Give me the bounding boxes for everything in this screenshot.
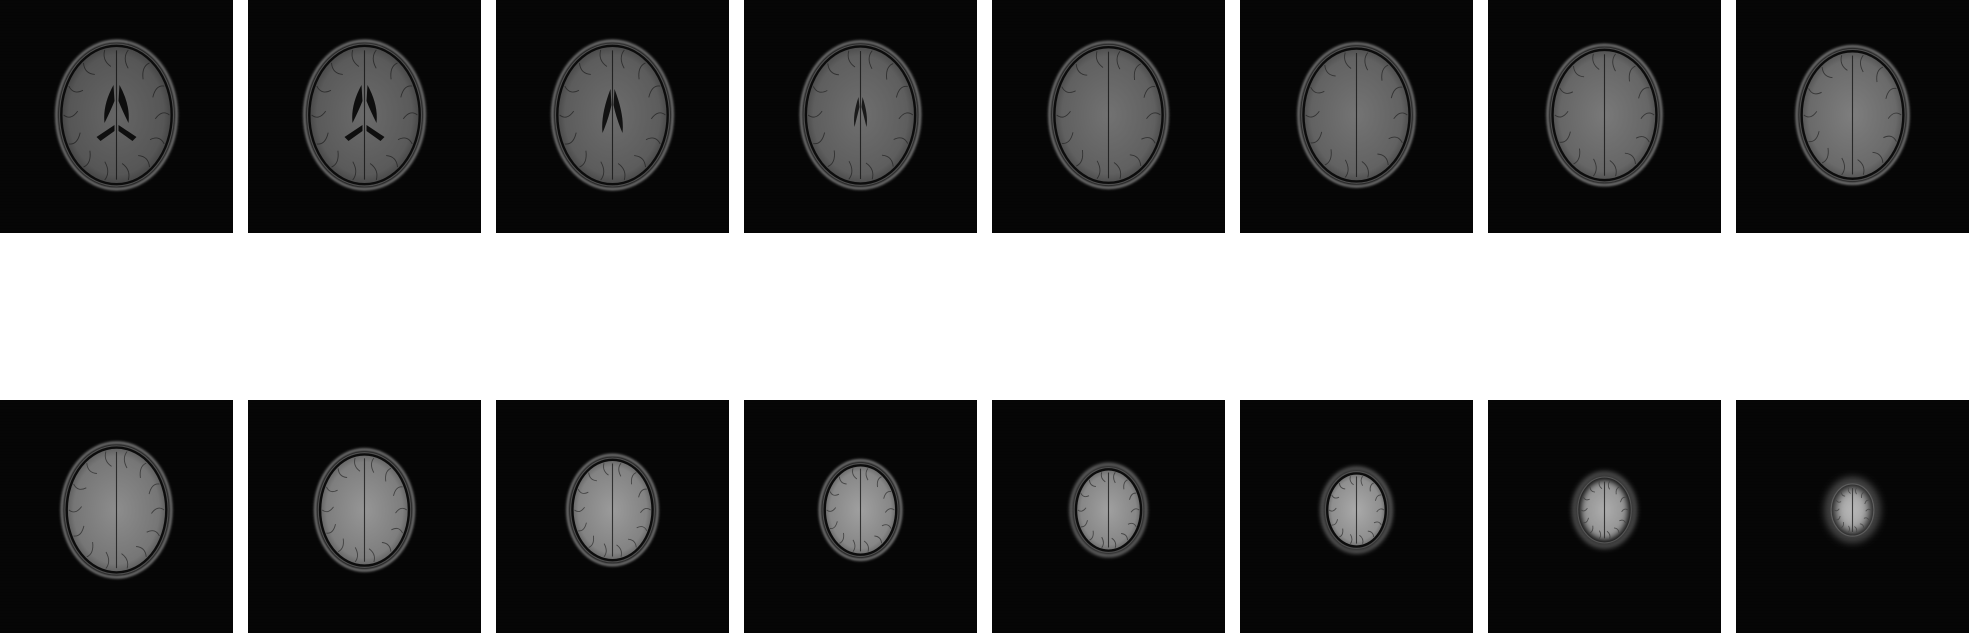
mri-slice-image: [1488, 1, 1721, 231]
mri-slice-image: [744, 1, 977, 231]
brain-slice: [55, 39, 178, 191]
mri-slice-image: [744, 401, 977, 631]
mri-slice-image: [1736, 401, 1969, 631]
mri-slice-tile[interactable]: [496, 0, 729, 233]
brain-slice: [314, 448, 415, 572]
mri-slice-image: [1240, 1, 1473, 231]
mri-slice-tile[interactable]: [1736, 0, 1969, 233]
mri-slice-tile[interactable]: [744, 0, 977, 233]
mri-slice-image: [992, 401, 1225, 631]
mri-slice-tile[interactable]: [0, 400, 233, 633]
mri-slice-tile[interactable]: [992, 0, 1225, 233]
brain-slice: [303, 39, 426, 191]
brain-slice: [1546, 43, 1663, 187]
mri-slice-tile[interactable]: [496, 400, 729, 633]
brain-slice: [1321, 467, 1392, 553]
mri-slice-tile[interactable]: [0, 0, 233, 233]
brain-slice: [1297, 42, 1416, 188]
mri-slice-image: [496, 1, 729, 231]
mri-slice-tile[interactable]: [248, 0, 481, 233]
mri-slice-tile[interactable]: [1488, 400, 1721, 633]
mri-slice-image: [0, 1, 233, 231]
brain-slice: [1069, 463, 1148, 557]
brain-slice: [1826, 479, 1879, 541]
mri-slice-image: [0, 401, 233, 631]
mri-slice-image: [248, 1, 481, 231]
mri-slice-image: [1736, 1, 1969, 231]
brain-slice: [818, 459, 903, 561]
brain-slice: [1048, 41, 1169, 189]
mri-slice-image: [992, 1, 1225, 231]
mri-slice-tile[interactable]: [992, 400, 1225, 633]
brain-slice: [551, 39, 674, 191]
mri-slice-tile[interactable]: [1488, 0, 1721, 233]
brain-slice: [1795, 45, 1910, 185]
mri-slice-tile[interactable]: [744, 400, 977, 633]
brain-slice: [566, 453, 659, 567]
mri-slice-tile[interactable]: [1736, 400, 1969, 633]
mri-slice-tile[interactable]: [1240, 400, 1473, 633]
mri-slice-image: [248, 401, 481, 631]
brain-slice: [799, 40, 922, 190]
mri-slice-tile[interactable]: [248, 400, 481, 633]
brain-slice: [60, 441, 173, 579]
mri-slice-image: [1488, 401, 1721, 631]
mri-slice-image: [496, 401, 729, 631]
mri-slice-image: [1240, 401, 1473, 631]
mri-slice-tile[interactable]: [1240, 0, 1473, 233]
brain-slice: [1573, 472, 1636, 548]
